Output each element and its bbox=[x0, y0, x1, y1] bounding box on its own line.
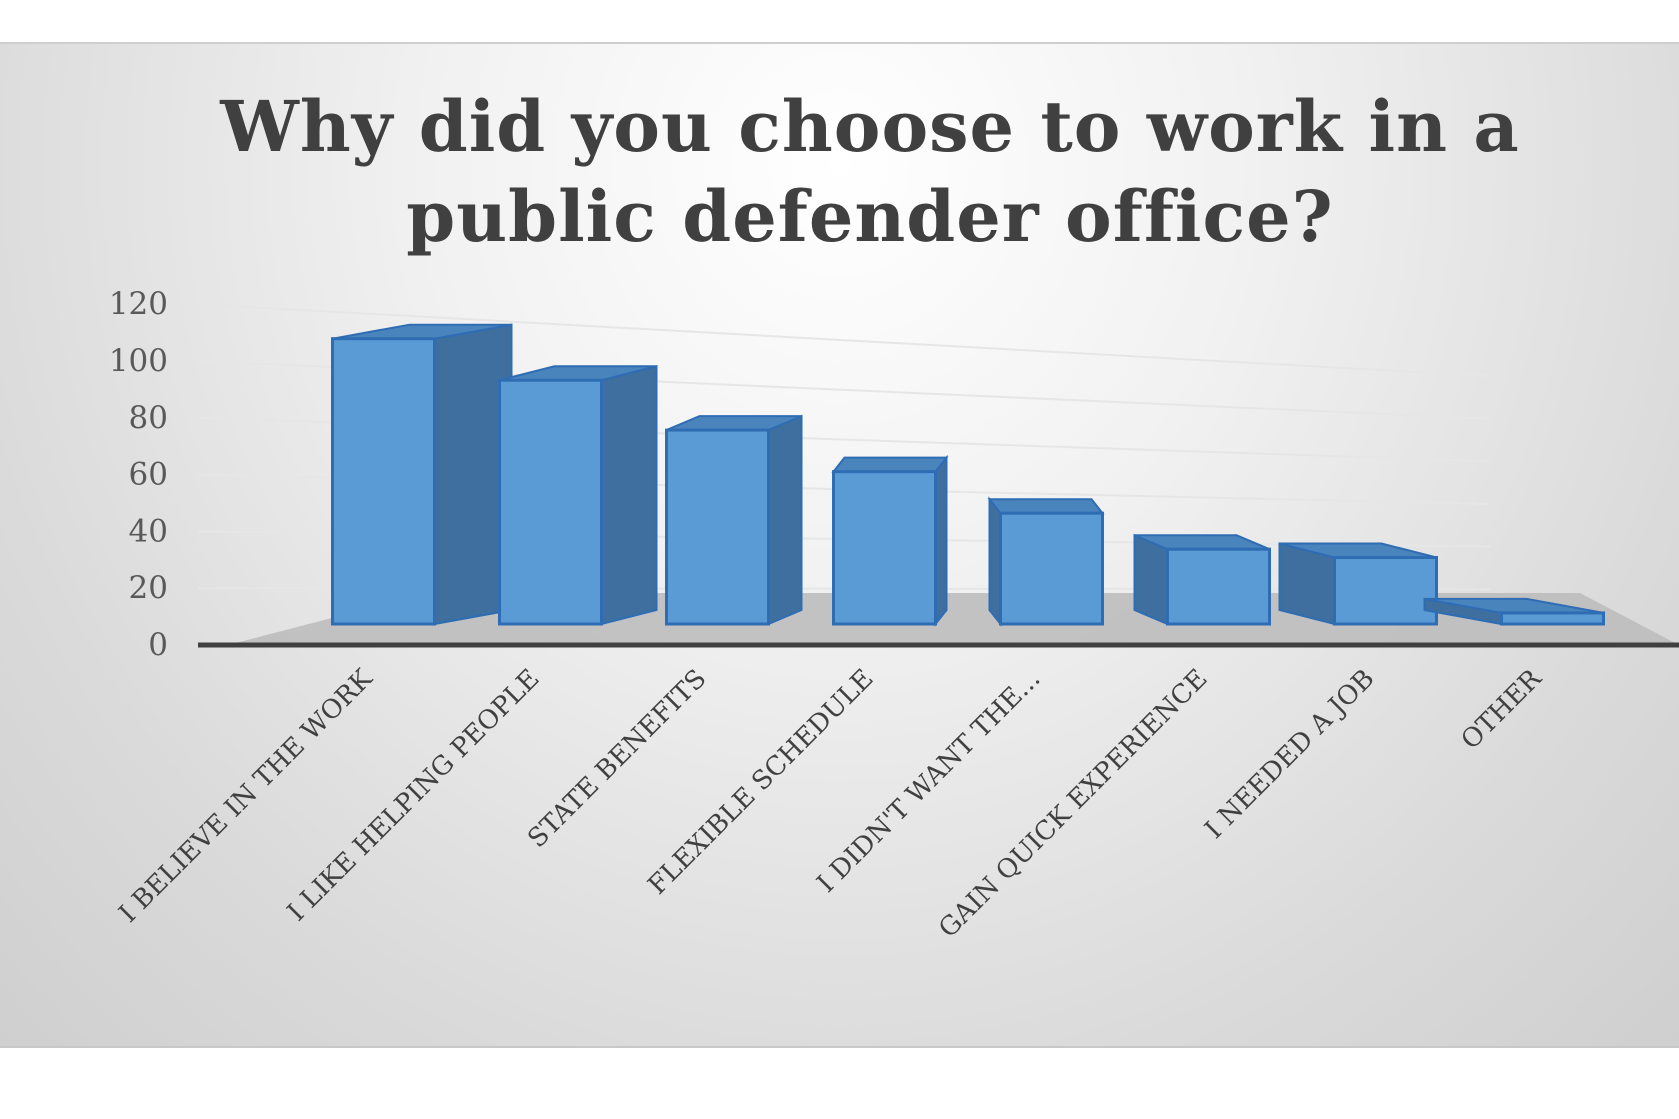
bar-side bbox=[600, 364, 658, 626]
bar bbox=[665, 428, 770, 626]
bar-side bbox=[767, 414, 803, 626]
bar bbox=[832, 470, 937, 626]
y-tick-label: 0 bbox=[148, 627, 168, 663]
y-tick-label: 40 bbox=[129, 513, 168, 549]
bar bbox=[1166, 547, 1271, 626]
bar bbox=[1500, 611, 1605, 626]
bar-group bbox=[987, 496, 1105, 627]
bar-side bbox=[1133, 533, 1169, 626]
y-tick-label: 80 bbox=[129, 400, 168, 436]
bar-side bbox=[934, 454, 948, 627]
y-tick-label: 100 bbox=[109, 343, 168, 379]
y-tick-label: 20 bbox=[129, 570, 168, 606]
bar-group bbox=[1278, 542, 1438, 626]
y-tick-label: 120 bbox=[109, 286, 168, 322]
y-tick-label: 60 bbox=[129, 457, 168, 493]
bar-top bbox=[831, 456, 949, 473]
x-tick-label: I NEEDED A JOB bbox=[1199, 664, 1380, 845]
bar-group bbox=[331, 323, 513, 626]
x-tick-label: GAIN QUICK EXPERIENCE bbox=[933, 664, 1213, 944]
bar-group bbox=[831, 454, 949, 627]
x-tick-label: OTHER bbox=[1456, 663, 1549, 756]
bar-group bbox=[1423, 597, 1605, 626]
bar-group bbox=[1133, 533, 1271, 626]
chart-title-line-2: public defender office? bbox=[406, 175, 1334, 258]
bar-side bbox=[988, 496, 1002, 627]
chart-title-line-1: Why did you choose to work in a bbox=[220, 85, 1520, 168]
x-tick-label: STATE BENEFITS bbox=[522, 664, 712, 854]
chart-title: Why did you choose to work in a public d… bbox=[170, 82, 1570, 262]
bar bbox=[331, 337, 436, 626]
bar bbox=[1333, 556, 1438, 626]
bar bbox=[999, 511, 1104, 626]
bar-group bbox=[498, 364, 658, 626]
bar-group bbox=[665, 414, 803, 626]
bar-top bbox=[987, 498, 1105, 515]
bar bbox=[498, 378, 603, 626]
gridline bbox=[197, 303, 1491, 378]
